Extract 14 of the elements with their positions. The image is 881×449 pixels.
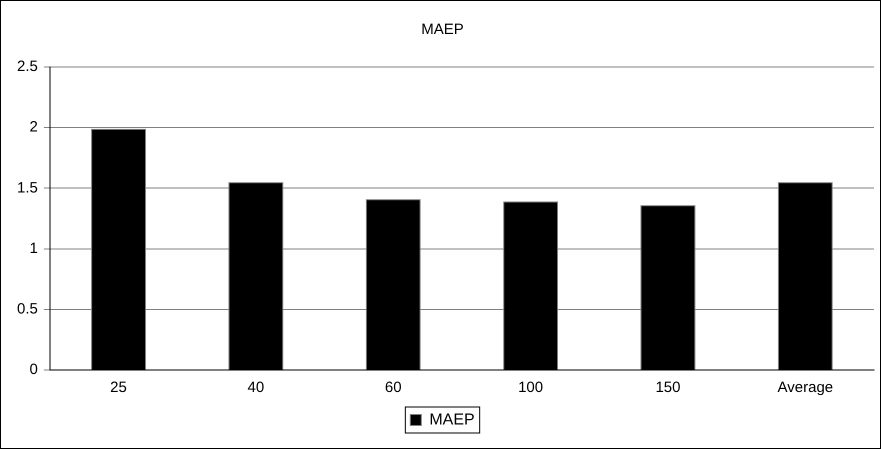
x-tick-label: 60: [384, 379, 402, 396]
x-tick-label: 150: [655, 379, 680, 396]
y-tick-label: 2: [30, 118, 38, 136]
chart-title: MAEP: [421, 21, 464, 38]
x-tick-label: 40: [248, 379, 264, 396]
y-tick-label: 0.5: [16, 300, 38, 318]
x-tick-label: 100: [518, 379, 544, 396]
x-tick-label: 25: [110, 379, 127, 396]
x-tick-label: Average: [778, 379, 834, 396]
y-tick-label: 1.5: [16, 179, 38, 196]
y-tick-label: 1: [30, 240, 38, 257]
y-tick-label: 0: [30, 361, 38, 378]
y-tick-label: 2.5: [16, 58, 38, 76]
legend-label: MAEP: [429, 411, 475, 428]
